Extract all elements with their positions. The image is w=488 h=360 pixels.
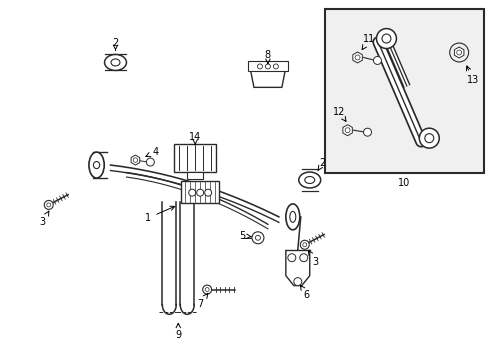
Circle shape <box>133 158 138 162</box>
Text: 4: 4 <box>145 147 158 157</box>
Circle shape <box>381 34 390 43</box>
Text: 1: 1 <box>145 206 174 223</box>
Circle shape <box>345 128 349 132</box>
Circle shape <box>456 50 461 55</box>
Circle shape <box>265 64 270 69</box>
Text: 10: 10 <box>397 178 409 188</box>
Circle shape <box>251 232 264 244</box>
Circle shape <box>299 254 307 262</box>
Ellipse shape <box>89 152 104 178</box>
Circle shape <box>419 128 438 148</box>
Circle shape <box>424 134 433 143</box>
Circle shape <box>196 189 203 196</box>
Polygon shape <box>131 155 140 165</box>
Polygon shape <box>352 52 362 63</box>
Circle shape <box>188 189 195 196</box>
Circle shape <box>376 28 396 49</box>
Text: 12: 12 <box>333 107 346 121</box>
Circle shape <box>257 64 262 69</box>
Text: 9: 9 <box>175 323 181 341</box>
Circle shape <box>202 285 211 294</box>
Circle shape <box>293 278 301 285</box>
Ellipse shape <box>285 204 299 230</box>
Ellipse shape <box>104 54 126 71</box>
Circle shape <box>363 128 371 136</box>
Circle shape <box>354 55 359 60</box>
Text: 5: 5 <box>239 231 250 241</box>
Ellipse shape <box>289 211 295 222</box>
Polygon shape <box>342 125 352 136</box>
Circle shape <box>373 57 381 64</box>
Ellipse shape <box>111 59 120 66</box>
Text: 7: 7 <box>197 293 207 309</box>
Circle shape <box>44 201 53 210</box>
Text: 3: 3 <box>308 251 318 267</box>
Ellipse shape <box>304 176 314 184</box>
Circle shape <box>255 235 260 240</box>
Ellipse shape <box>298 172 320 188</box>
FancyBboxPatch shape <box>324 9 483 173</box>
Circle shape <box>302 243 306 247</box>
Circle shape <box>47 203 51 207</box>
Text: 13: 13 <box>466 66 478 85</box>
Bar <box>247 62 287 71</box>
Bar <box>187 172 203 179</box>
Text: 11: 11 <box>362 33 375 50</box>
Circle shape <box>146 158 154 166</box>
Ellipse shape <box>93 162 100 168</box>
Bar <box>181 181 219 203</box>
Circle shape <box>205 288 209 292</box>
Circle shape <box>273 64 278 69</box>
Circle shape <box>300 240 308 249</box>
Text: 3: 3 <box>40 211 49 227</box>
Text: 2: 2 <box>112 37 119 50</box>
Circle shape <box>204 189 211 196</box>
Bar <box>174 144 216 172</box>
Text: 2: 2 <box>317 158 325 171</box>
Polygon shape <box>453 47 463 58</box>
Text: 8: 8 <box>264 50 270 64</box>
Text: 6: 6 <box>300 285 309 300</box>
Text: 14: 14 <box>189 132 201 145</box>
Polygon shape <box>249 67 285 87</box>
Circle shape <box>287 254 295 262</box>
